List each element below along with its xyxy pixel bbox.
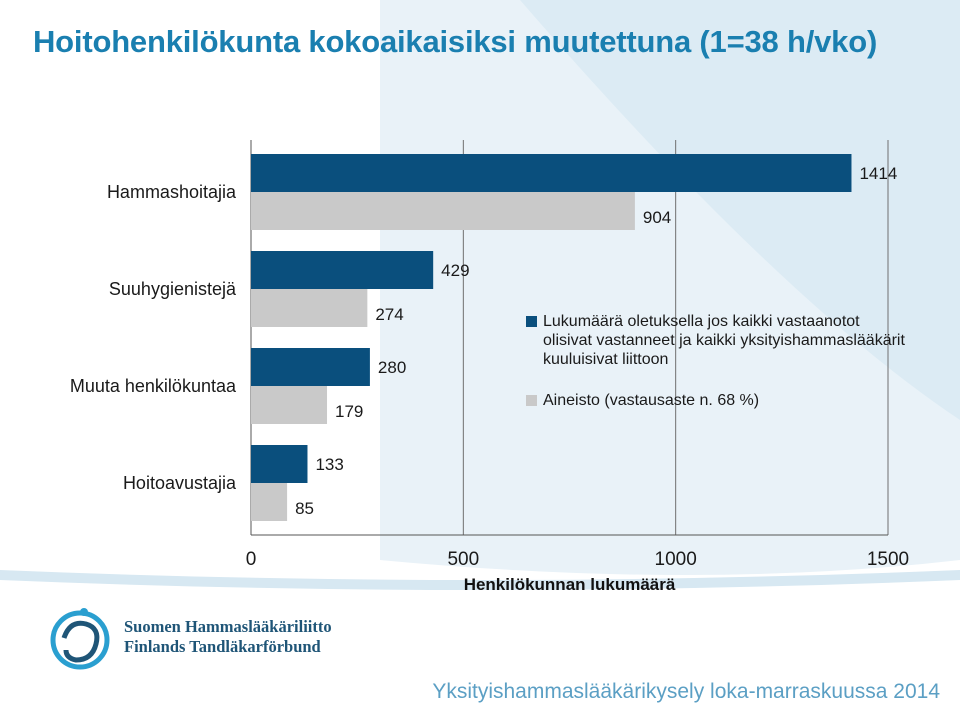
organization-logo: Suomen Hammaslääkäriliitto Finlands Tand… xyxy=(50,604,332,670)
tooth-logo-icon xyxy=(50,608,110,670)
data-label: 85 xyxy=(295,499,314,518)
legend-swatch-series1 xyxy=(526,316,537,327)
bar-series2 xyxy=(251,289,368,327)
chart-legend: Lukumäärä oletuksella jos kaikki vastaan… xyxy=(526,312,906,432)
page-title: Hoitohenkilökunta kokoaikaisiksi muutett… xyxy=(33,24,878,59)
x-tick-label: 1500 xyxy=(867,549,909,570)
data-label: 1414 xyxy=(859,164,897,183)
x-tick-label: 1000 xyxy=(655,549,697,570)
x-tick-label: 500 xyxy=(447,549,479,570)
x-axis-title: Henkilökunnan lukumäärä xyxy=(464,575,676,594)
category-label: Hammashoitajia xyxy=(107,182,237,202)
data-label: 274 xyxy=(375,305,403,324)
legend-label-series1: Lukumäärä oletuksella jos kaikki vastaan… xyxy=(543,313,905,368)
x-tick-label: 0 xyxy=(246,549,257,570)
logo-line-fi: Suomen Hammaslääkäriliitto xyxy=(124,617,332,636)
data-label: 133 xyxy=(315,455,343,474)
data-label: 179 xyxy=(335,402,363,421)
legend-item-series2: Aineisto (vastausaste n. 68 %) xyxy=(526,391,906,410)
category-label: Suuhygienistejä xyxy=(109,279,237,299)
logo-line-sv: Finlands Tandläkarförbund xyxy=(124,637,321,656)
legend-swatch-series2 xyxy=(526,395,537,406)
data-label: 280 xyxy=(378,358,406,377)
bar-series2 xyxy=(251,386,328,424)
data-label: 429 xyxy=(441,261,469,280)
footer-text: Yksityishammaslääkärikysely loka-marrask… xyxy=(432,680,940,703)
legend-item-series1: Lukumäärä oletuksella jos kaikki vastaan… xyxy=(526,312,906,369)
bar-series2 xyxy=(251,483,288,521)
bar-series1 xyxy=(251,251,434,289)
logo-text: Suomen Hammaslääkäriliitto Finlands Tand… xyxy=(124,617,332,657)
bar-series2 xyxy=(251,192,635,230)
bar-series1 xyxy=(251,445,308,483)
legend-label-series2: Aineisto (vastausaste n. 68 %) xyxy=(543,392,760,409)
category-label: Muuta henkilökuntaa xyxy=(70,376,237,396)
category-label: Hoitoavustajia xyxy=(123,473,237,493)
bar-series1 xyxy=(251,154,852,192)
data-label: 904 xyxy=(643,208,671,227)
bar-series1 xyxy=(251,348,370,386)
